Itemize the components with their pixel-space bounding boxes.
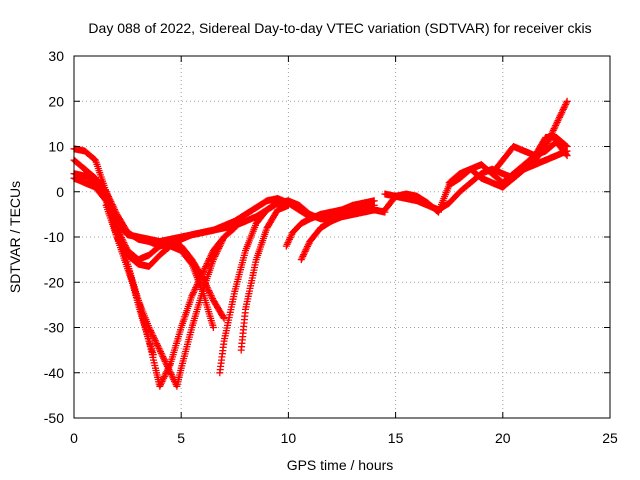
data-point <box>282 201 378 250</box>
axis-ticks: 0 5 10 15 20 25 -50 -40 -30 -20 -10 0 10 20 30 <box>44 48 618 446</box>
chart-title: Day 088 of 2022, Sidereal Day-to-day VTE… <box>88 20 591 36</box>
x-axis-label: GPS time / hours <box>287 457 394 473</box>
y-tick-label: -10 <box>44 229 64 245</box>
series-track-9 <box>237 201 292 354</box>
x-tick-label: 20 <box>495 430 511 446</box>
y-tick-label: 30 <box>48 48 64 64</box>
series-track-11 <box>297 206 389 264</box>
series-track-15 <box>488 133 571 178</box>
data-point <box>216 199 282 377</box>
y-axis-label: SDTVAR / TECUs <box>7 181 23 293</box>
x-tick-label: 10 <box>281 430 297 446</box>
data-point <box>102 201 239 390</box>
x-tick-label: 25 <box>602 430 618 446</box>
y-tick-label: -50 <box>44 410 64 426</box>
x-tick-label: 0 <box>70 430 78 446</box>
y-tick-label: 0 <box>56 184 64 200</box>
data-point <box>297 206 389 264</box>
data-point <box>445 147 571 191</box>
y-tick-label: -30 <box>44 320 64 336</box>
series-track-14 <box>445 147 571 191</box>
series-track-8 <box>216 199 282 377</box>
y-tick-label: 10 <box>48 139 64 155</box>
x-tick-label: 5 <box>177 430 185 446</box>
series-track-7 <box>102 201 239 390</box>
data-layer <box>70 97 571 390</box>
y-tick-label: 20 <box>48 93 64 109</box>
series-track-10 <box>282 201 378 250</box>
y-tick-label: -20 <box>44 274 64 290</box>
x-tick-label: 15 <box>388 430 404 446</box>
y-tick-label: -40 <box>44 365 64 381</box>
data-point <box>237 201 292 354</box>
data-point <box>488 133 571 178</box>
